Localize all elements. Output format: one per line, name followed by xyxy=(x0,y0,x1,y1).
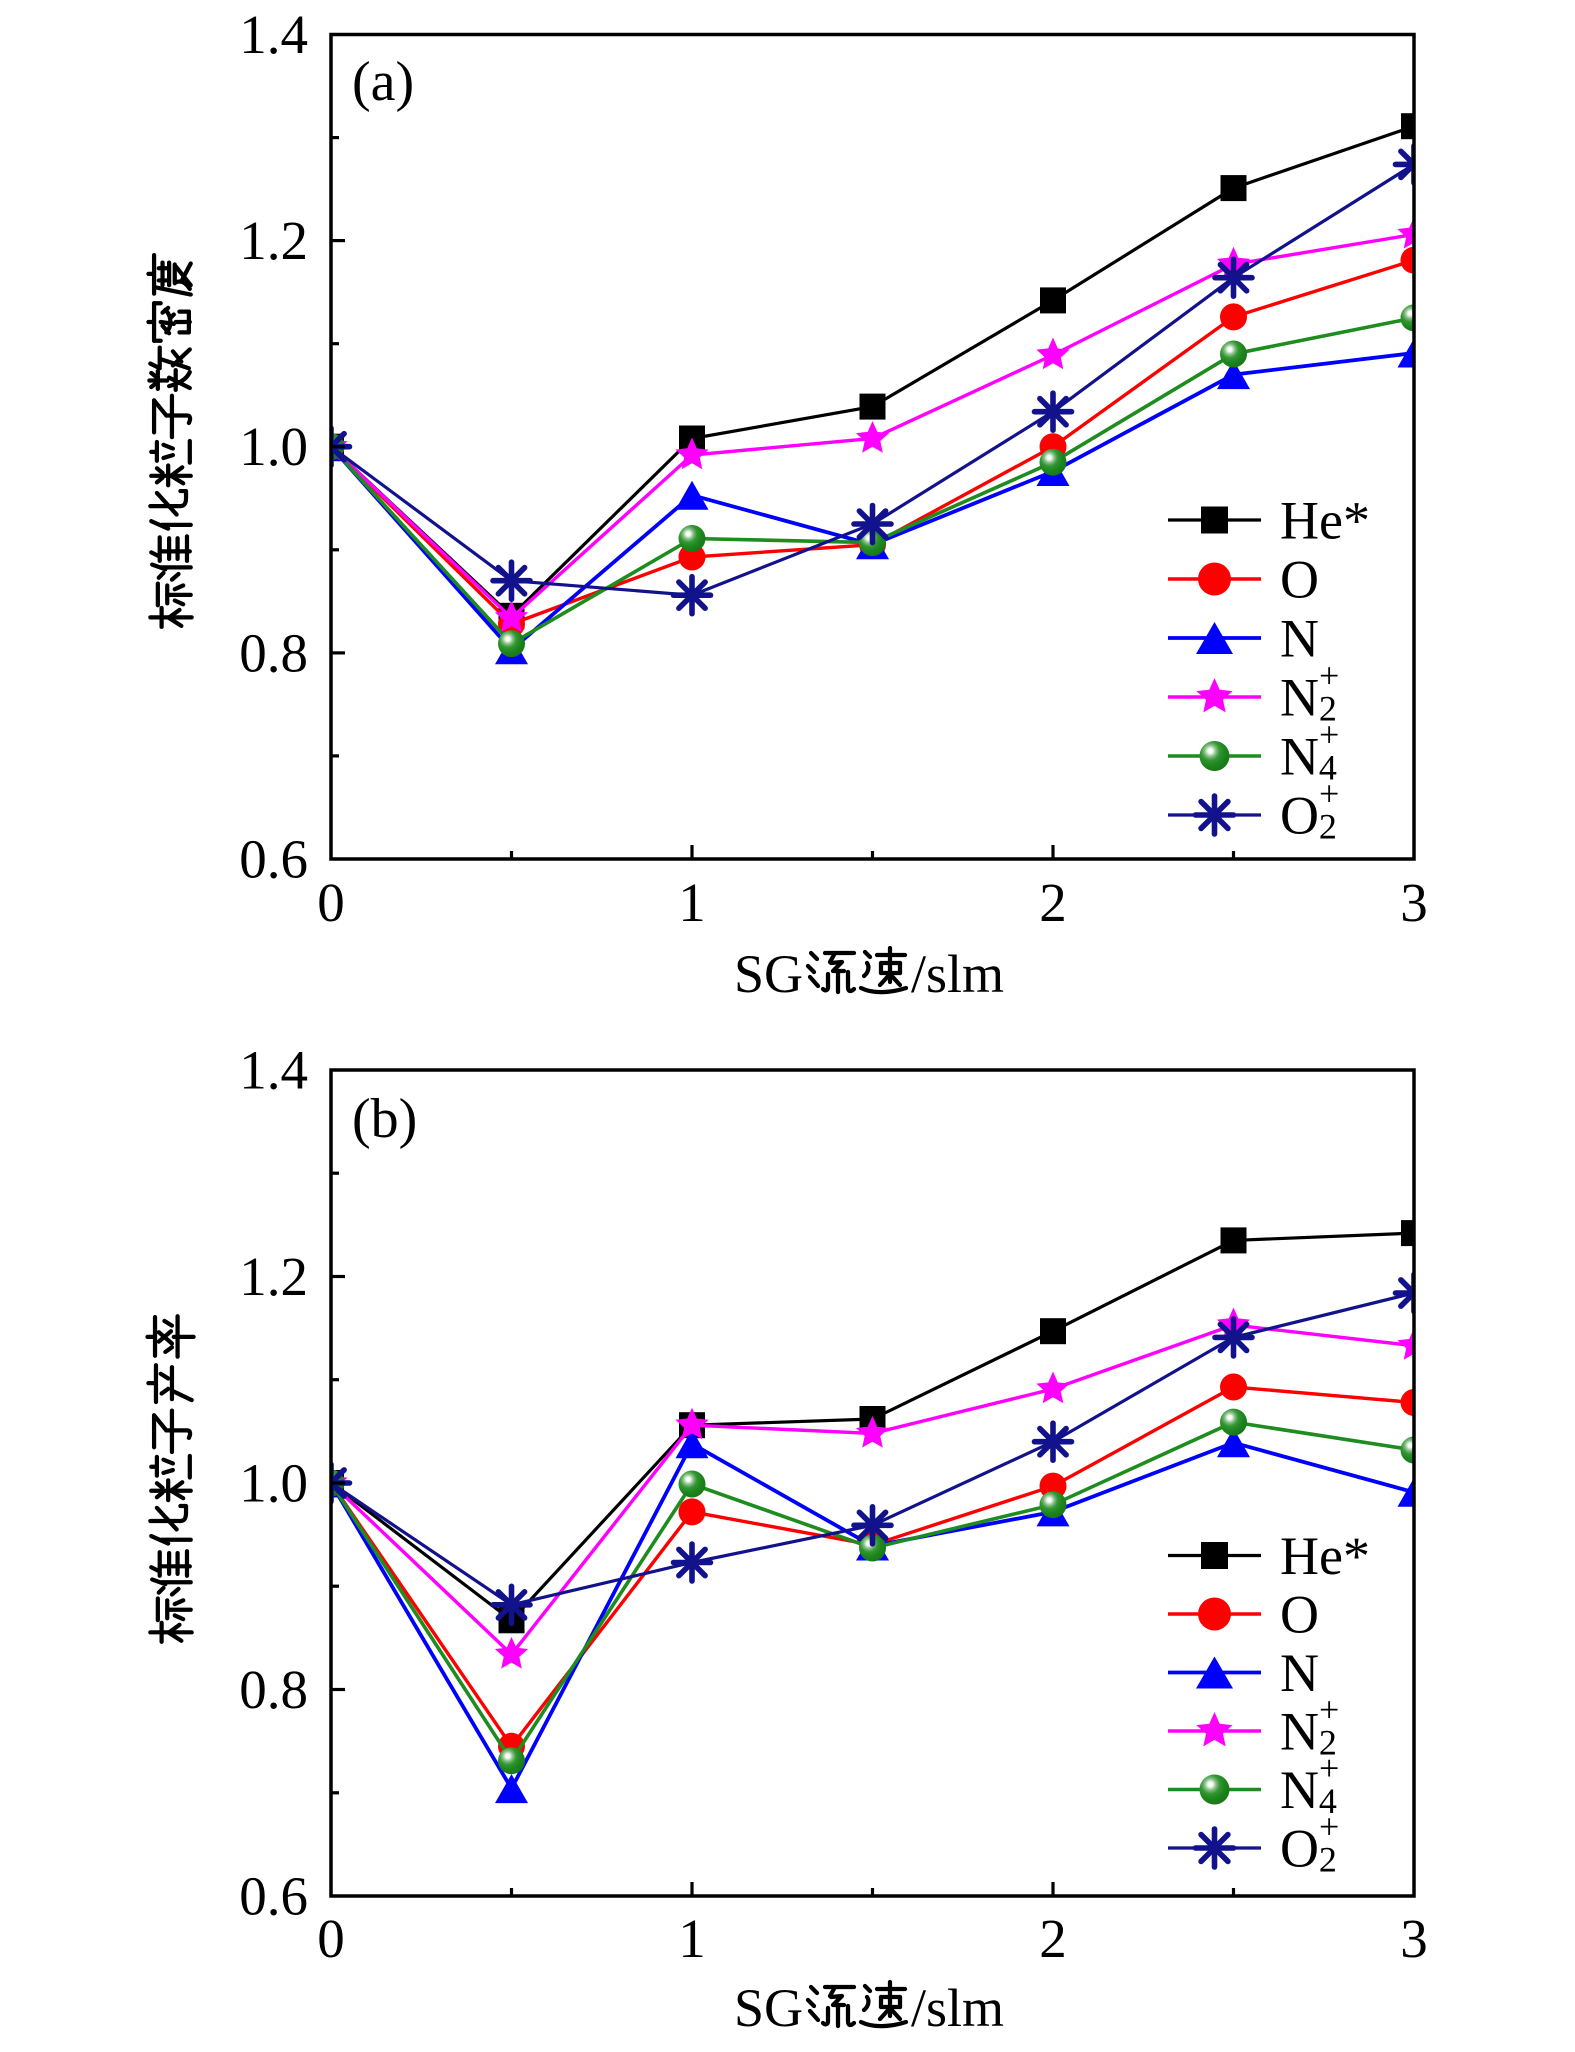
svg-text:1.4: 1.4 xyxy=(239,1040,308,1101)
svg-text:1.0: 1.0 xyxy=(239,1453,308,1514)
svg-text:N+2: N+ 2 xyxy=(1280,1690,1339,1763)
svg-text:0.6: 0.6 xyxy=(239,1866,308,1927)
svg-text:/slm: /slm xyxy=(911,944,1004,1004)
svg-text:O+2: O+ 2 xyxy=(1280,774,1339,847)
svg-text:0: 0 xyxy=(317,872,345,933)
svg-text:N: N xyxy=(1280,609,1319,669)
svg-text:1.0: 1.0 xyxy=(239,416,308,477)
svg-text:SG: SG xyxy=(734,1978,803,2038)
svg-text:N+4: N+ 4 xyxy=(1280,1748,1339,1821)
svg-text:(a): (a) xyxy=(352,51,414,113)
svg-text:0.8: 0.8 xyxy=(239,622,308,683)
svg-text:3: 3 xyxy=(1400,1908,1428,1969)
svg-text:(b): (b) xyxy=(352,1088,417,1150)
svg-text:N+2: N+ 2 xyxy=(1280,656,1339,729)
svg-text:0: 0 xyxy=(317,1908,345,1969)
svg-text:N+4: N+ 4 xyxy=(1280,715,1339,788)
svg-text:0.8: 0.8 xyxy=(239,1659,308,1720)
svg-text:N: N xyxy=(1280,1643,1319,1703)
svg-text:3: 3 xyxy=(1400,872,1428,933)
svg-text:1: 1 xyxy=(678,872,706,933)
svg-text:O: O xyxy=(1280,550,1319,610)
svg-text:2: 2 xyxy=(1039,872,1067,933)
svg-text:2: 2 xyxy=(1039,1908,1067,1969)
svg-text:SG: SG xyxy=(734,944,803,1004)
svg-text:O+2: O+ 2 xyxy=(1280,1807,1339,1880)
svg-text:1.2: 1.2 xyxy=(239,1246,308,1307)
svg-text:O: O xyxy=(1280,1585,1319,1645)
svg-text:/slm: /slm xyxy=(911,1978,1004,2038)
svg-text:1.2: 1.2 xyxy=(239,210,308,271)
svg-text:0.6: 0.6 xyxy=(239,829,308,890)
svg-text:1: 1 xyxy=(678,1908,706,1969)
svg-text:1.4: 1.4 xyxy=(239,4,308,65)
svg-text:He*: He* xyxy=(1280,491,1370,551)
svg-text:He*: He* xyxy=(1280,1526,1370,1586)
